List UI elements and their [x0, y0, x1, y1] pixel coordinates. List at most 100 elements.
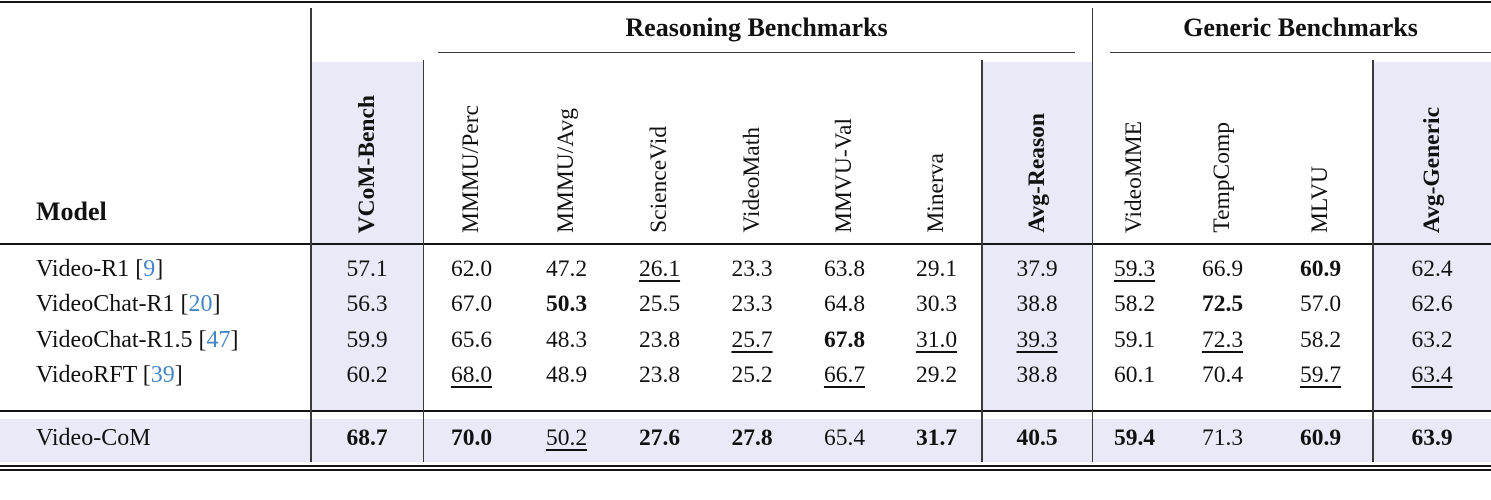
score-cell: 59.4	[1113, 425, 1156, 451]
citation-link[interactable]: 39	[150, 362, 175, 388]
highlight-band-vcom-bench	[311, 62, 423, 410]
citation-link[interactable]: 47	[206, 327, 231, 353]
score-cell: 25.5	[638, 291, 681, 317]
highlight-band-video-com-row	[0, 419, 1491, 462]
score-cell: 63.9	[1411, 425, 1453, 451]
score-cell: 29.1	[915, 256, 958, 282]
col-header-videomath: VideoMath	[739, 127, 765, 233]
score-cell: 70.4	[1201, 362, 1244, 388]
mid-rule	[0, 410, 1491, 413]
vrule-before-avg-reason	[981, 60, 983, 462]
score-cell: 23.3	[731, 256, 773, 282]
score-cell: 31.0	[915, 327, 958, 353]
score-cell: 57.1	[346, 256, 388, 282]
model-label: Video-R1	[36, 256, 130, 282]
model-name: VideoChat-R1 [20]	[36, 287, 308, 321]
score-cell: 48.9	[545, 362, 588, 388]
citation-bracket: ]	[212, 291, 221, 317]
col-header-vcom-bench: VCoM-Bench	[354, 94, 380, 233]
score-cell: 23.8	[638, 362, 681, 388]
score-cell: 63.2	[1411, 327, 1453, 353]
score-cell: 63.4	[1411, 362, 1453, 388]
model-name: VideoRFT [39]	[36, 358, 308, 392]
citation-link[interactable]: 9	[143, 256, 156, 282]
citation-bracket: [	[180, 291, 189, 317]
score-cell: 26.1	[638, 256, 681, 282]
score-cell: 60.9	[1299, 256, 1342, 282]
col-header-mmmu-avg: MMMU/Avg	[553, 108, 579, 233]
score-cell: 47.2	[545, 256, 588, 282]
vrule-after-avg-reason	[1091, 8, 1094, 462]
header-rule	[0, 242, 1491, 245]
score-cell: 66.7	[823, 362, 866, 388]
model-label: Video-CoM	[36, 425, 151, 451]
model-name: Video-R1 [9]	[36, 252, 308, 286]
col-header-sciencevid: ScienceVid	[646, 126, 672, 233]
citation-bracket: ]	[230, 327, 239, 353]
generic-group-underline	[1110, 51, 1491, 54]
score-cell: 50.2	[545, 425, 588, 451]
score-cell: 23.3	[731, 291, 773, 317]
score-cell: 62.0	[450, 256, 493, 282]
group-header-generic: Generic Benchmarks	[1183, 13, 1418, 42]
model-column-header: Model	[36, 197, 107, 226]
bottom-rule-upper	[0, 465, 1491, 467]
score-cell: 70.0	[450, 425, 493, 451]
col-header-avg-reason: Avg-Reason	[1024, 113, 1050, 233]
score-cell: 67.8	[823, 327, 866, 353]
score-cell: 39.3	[1016, 327, 1058, 353]
score-cell: 30.3	[915, 291, 958, 317]
vrule-after-model	[310, 8, 312, 462]
highlight-band-avg-reason	[982, 62, 1092, 410]
score-cell: 27.6	[638, 425, 681, 451]
col-header-mlvu: MLVU	[1307, 165, 1333, 233]
score-cell: 67.0	[450, 291, 493, 317]
score-cell: 60.1	[1113, 362, 1156, 388]
score-cell: 58.2	[1113, 291, 1156, 317]
score-cell: 25.2	[731, 362, 773, 388]
score-cell: 37.9	[1016, 256, 1058, 282]
score-cell: 56.3	[346, 291, 388, 317]
model-name: VideoChat-R1.5 [47]	[36, 323, 308, 357]
reasoning-group-underline	[438, 51, 1075, 54]
top-rule	[0, 0, 1491, 3]
vrule-before-avg-generic	[1372, 60, 1374, 462]
model-label: VideoChat-R1	[36, 291, 175, 317]
score-cell: 60.2	[346, 362, 388, 388]
score-cell: 50.3	[545, 291, 588, 317]
score-cell: 48.3	[545, 327, 588, 353]
score-cell: 58.2	[1299, 327, 1342, 353]
citation-bracket: ]	[155, 256, 164, 282]
score-cell: 68.7	[346, 425, 388, 451]
col-header-mmmu-perc: MMMU/Perc	[458, 105, 484, 233]
score-cell: 38.8	[1016, 291, 1058, 317]
score-cell: 31.7	[915, 425, 958, 451]
citation-bracket: [	[135, 256, 144, 282]
score-cell: 66.9	[1201, 256, 1244, 282]
citation-bracket: [	[142, 362, 151, 388]
score-cell: 65.4	[823, 425, 866, 451]
citation-bracket: ]	[174, 362, 183, 388]
score-cell: 25.7	[731, 327, 773, 353]
col-header-videomme: VideoMME	[1121, 120, 1147, 233]
model-label: VideoChat-R1.5	[36, 327, 193, 353]
model-label: VideoRFT	[36, 362, 137, 388]
bottom-rule-lower	[0, 468, 1491, 471]
group-header-reasoning: Reasoning Benchmarks	[625, 13, 888, 42]
score-cell: 72.5	[1201, 291, 1244, 317]
score-cell: 63.8	[823, 256, 866, 282]
model-name: Video-CoM	[36, 421, 308, 455]
score-cell: 27.8	[731, 425, 773, 451]
score-cell: 72.3	[1201, 327, 1244, 353]
score-cell: 60.9	[1299, 425, 1342, 451]
citation-bracket: [	[198, 327, 207, 353]
col-header-minerva: Minerva	[923, 153, 949, 233]
citation-link[interactable]: 20	[188, 291, 213, 317]
score-cell: 64.8	[823, 291, 866, 317]
score-cell: 38.8	[1016, 362, 1058, 388]
col-header-tempcomp: TempComp	[1209, 122, 1235, 233]
score-cell: 68.0	[450, 362, 493, 388]
score-cell: 57.0	[1299, 291, 1342, 317]
score-cell: 59.7	[1299, 362, 1342, 388]
score-cell: 62.4	[1411, 256, 1453, 282]
